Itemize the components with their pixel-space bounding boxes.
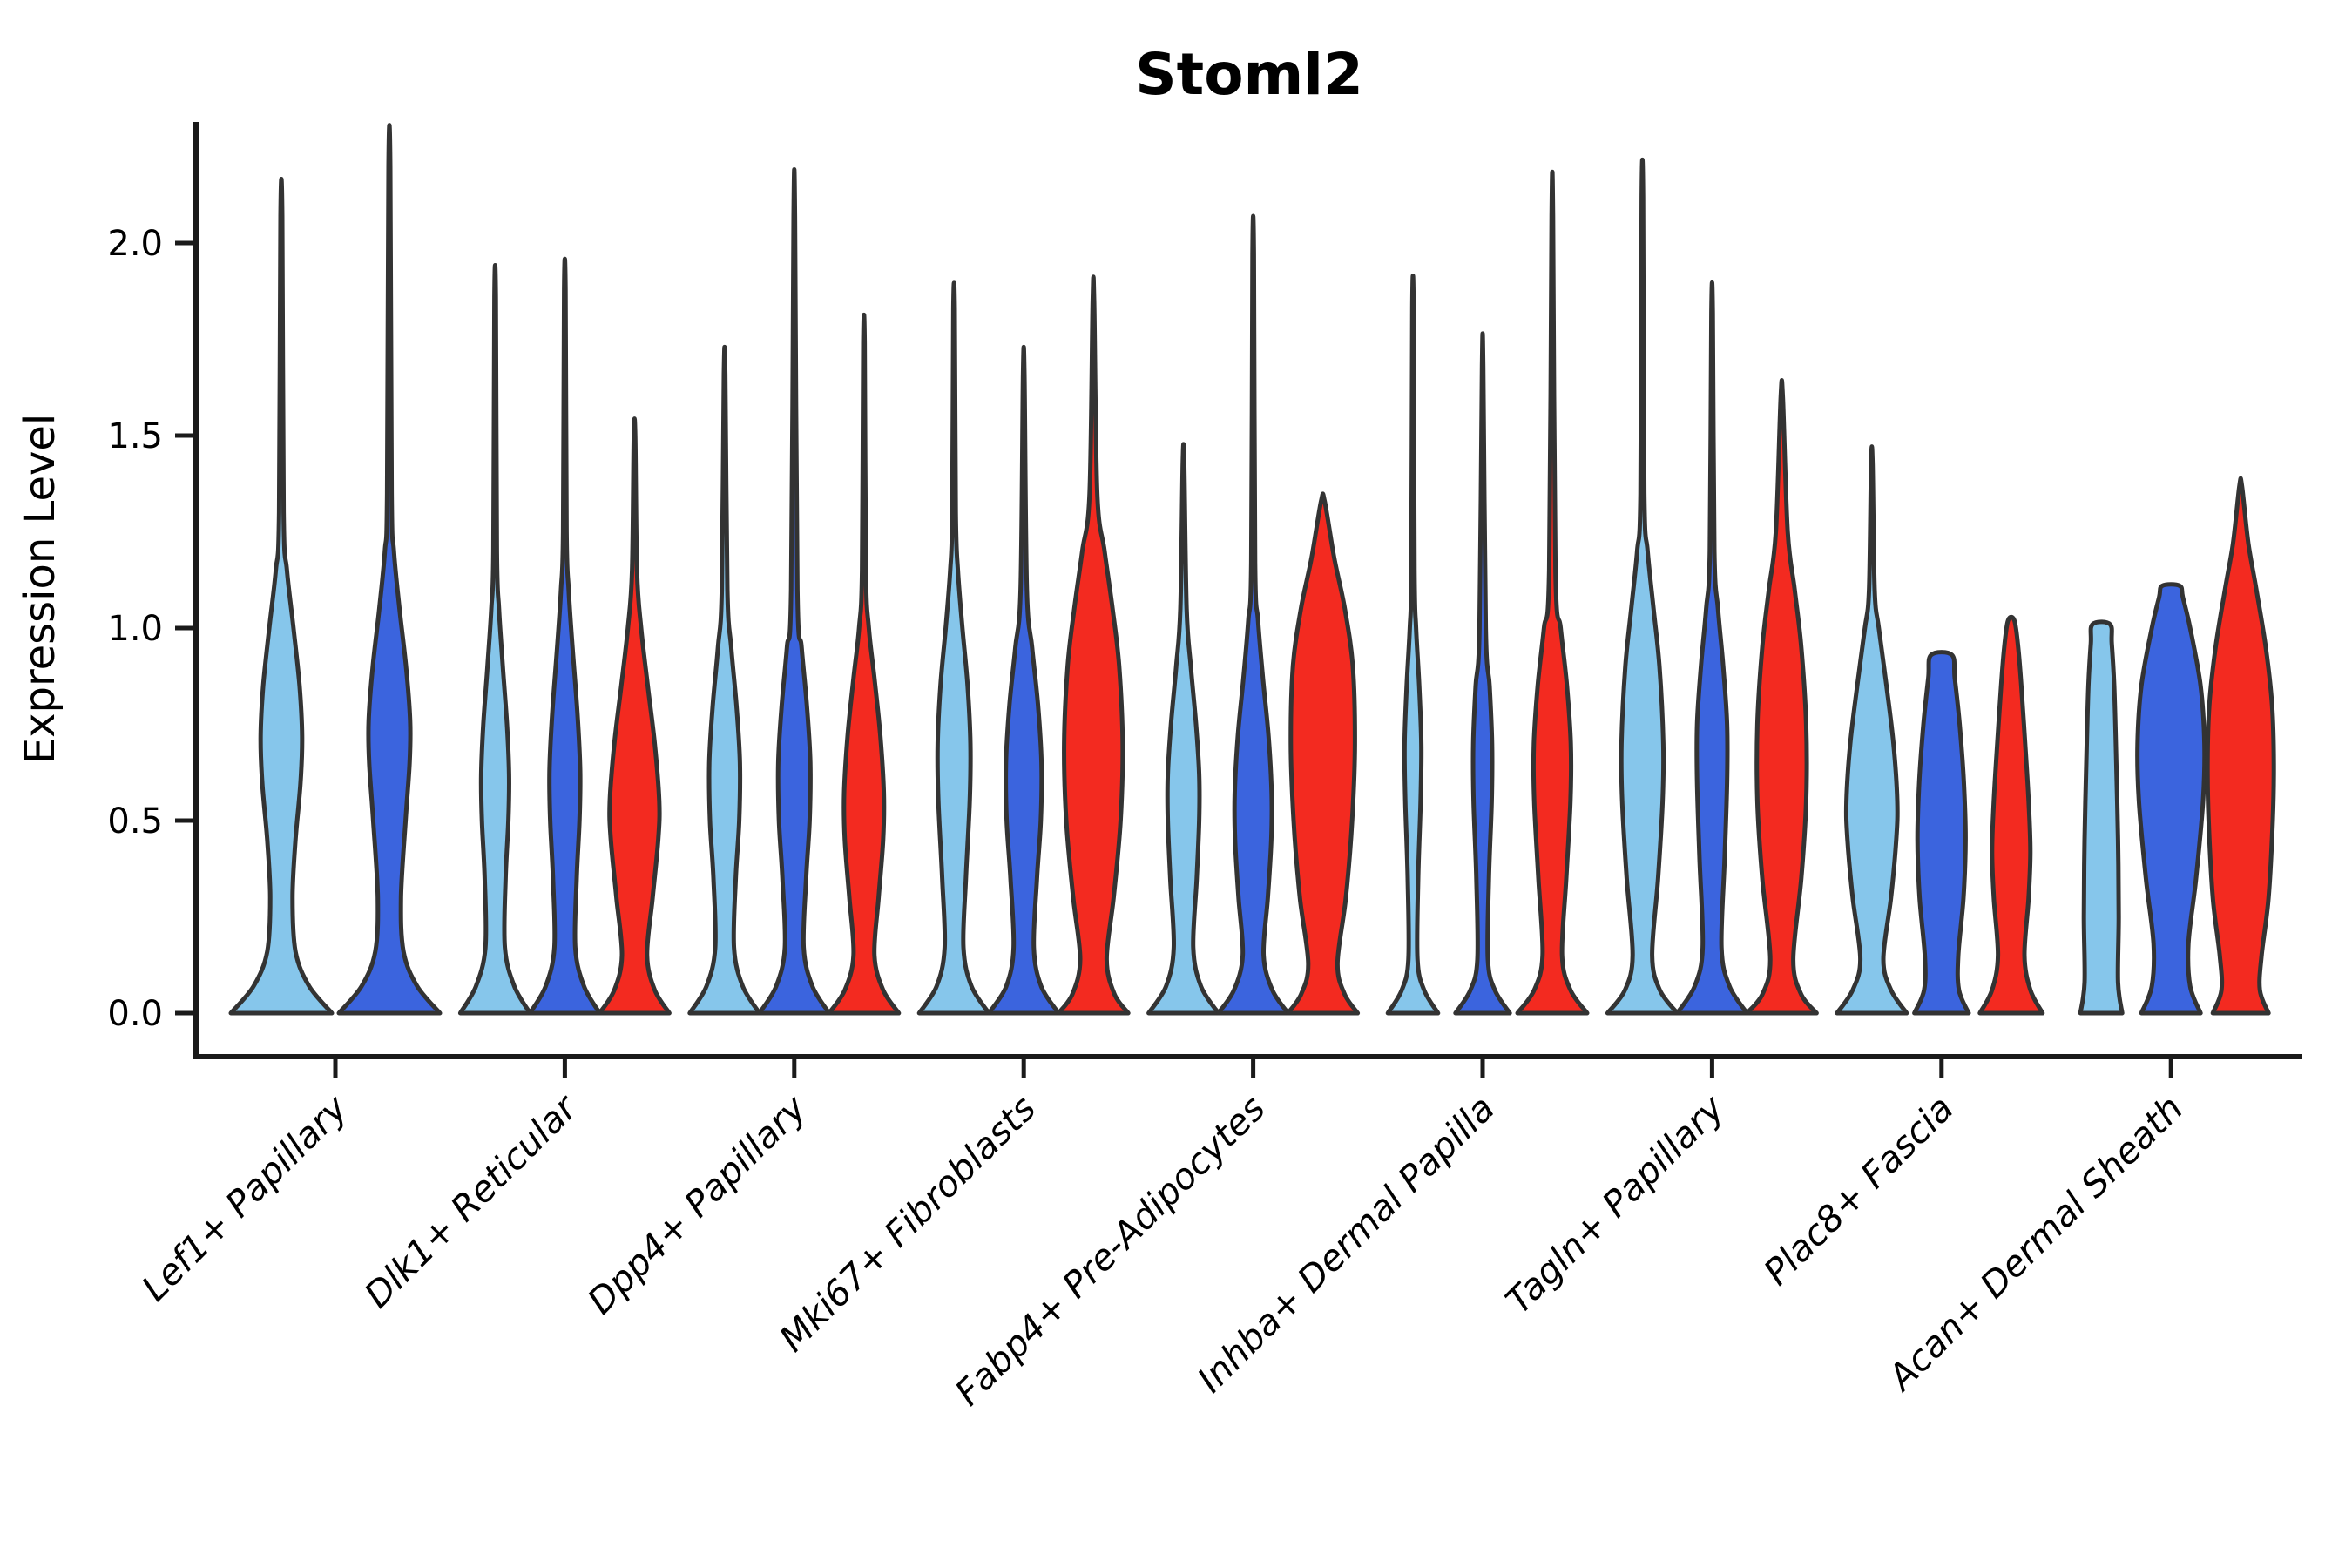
x-tick-label-plac8-fascia: Plac8+ Fascia <box>1755 1087 1961 1293</box>
violin-dpp4-papillary-dark-blue <box>757 166 832 1016</box>
y-tick-labels: 0.0 0.5 1.0 1.5 2.0 <box>107 224 163 1034</box>
violin-fabp4-pre-adipocytes-dark-blue <box>1216 213 1291 1016</box>
y-tick-label: 1.0 <box>107 609 163 649</box>
violin-plac8-fascia-light-blue <box>1835 444 1909 1016</box>
violin-lef1-papillary-light-blue <box>228 177 335 1016</box>
chart-title: Stoml2 <box>1135 41 1363 108</box>
violin-inhba-dermal-papilla-light-blue <box>1385 274 1441 1016</box>
x-tick-label-tagln-papillary: Tagln+ Papillary <box>1497 1087 1733 1322</box>
y-tick-label: 0.5 <box>107 801 163 841</box>
violin-acan-dermal-sheath-red <box>2205 476 2276 1016</box>
x-tick-label-dlk1-reticular: Dlk1+ Reticular <box>356 1086 586 1316</box>
violin-fabp4-pre-adipocytes-red <box>1286 491 1361 1016</box>
violin-inhba-dermal-papilla-red <box>1515 169 1590 1016</box>
violin-dpp4-papillary-red <box>827 312 902 1016</box>
violin-tagln-papillary-red <box>1744 377 1819 1016</box>
violin-plac8-fascia-red <box>1977 614 2045 1016</box>
violins-layer <box>228 123 2276 1016</box>
violin-dlk1-reticular-red <box>597 416 672 1016</box>
violin-dpp4-papillary-light-blue <box>687 344 762 1016</box>
violin-inhba-dermal-papilla-dark-blue <box>1453 331 1512 1016</box>
violin-acan-dermal-sheath-light-blue <box>2078 619 2125 1016</box>
axes <box>175 122 2302 1078</box>
x-tick-label-lef1-papillary: Lef1+ Papillary <box>133 1087 355 1309</box>
violin-mki67-fibroblasts-light-blue <box>916 280 991 1016</box>
violin-plac8-fascia-dark-blue <box>1912 650 1971 1016</box>
y-tick-label: 1.5 <box>107 416 163 456</box>
x-tick-label-dpp4-papillary: Dpp4+ Papillary <box>579 1087 814 1322</box>
violin-mki67-fibroblasts-dark-blue <box>986 344 1061 1016</box>
y-tick-label: 0.0 <box>107 994 163 1034</box>
violin-dlk1-reticular-light-blue <box>457 262 532 1016</box>
violin-tagln-papillary-dark-blue <box>1674 280 1749 1016</box>
violin-fabp4-pre-adipocytes-light-blue <box>1146 442 1221 1016</box>
violin-acan-dermal-sheath-dark-blue <box>2135 582 2207 1016</box>
y-axis-label: Expression Level <box>16 414 64 765</box>
y-tick-label: 2.0 <box>107 224 163 264</box>
violin-tagln-papillary-light-blue <box>1605 158 1680 1016</box>
violin-mki67-fibroblasts-red <box>1056 274 1131 1016</box>
violin-dlk1-reticular-dark-blue <box>527 256 602 1016</box>
violin-lef1-papillary-dark-blue <box>336 123 443 1016</box>
x-tick-label-mki67-fibroblasts: Mki67+ Fibroblasts <box>771 1087 1044 1360</box>
